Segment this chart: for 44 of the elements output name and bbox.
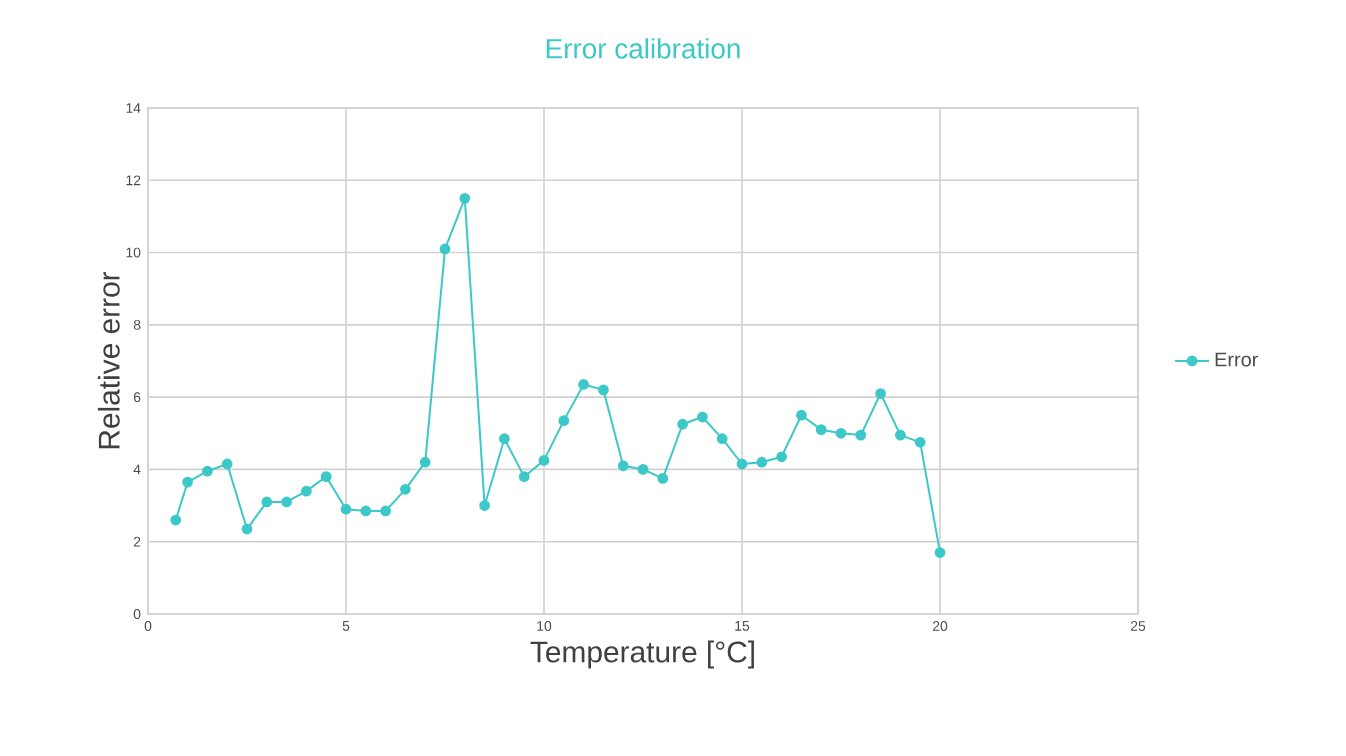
point xyxy=(182,476,193,488)
point xyxy=(855,429,867,441)
point xyxy=(439,243,451,255)
point xyxy=(895,429,906,441)
point xyxy=(170,514,182,526)
point xyxy=(380,505,391,517)
point xyxy=(815,424,827,436)
point xyxy=(914,436,926,448)
point xyxy=(499,433,510,445)
point xyxy=(934,547,946,558)
point xyxy=(340,503,352,515)
y-axis-title: Relative error xyxy=(97,271,120,449)
chart-title: Error calibration xyxy=(546,38,740,59)
point xyxy=(320,471,332,483)
point xyxy=(202,465,213,477)
point xyxy=(281,496,292,508)
point xyxy=(598,384,609,396)
point xyxy=(360,505,372,517)
point xyxy=(776,451,787,463)
point xyxy=(221,458,233,470)
point xyxy=(578,379,589,390)
point xyxy=(400,483,411,495)
point xyxy=(617,460,629,472)
point xyxy=(697,411,708,423)
point xyxy=(518,471,530,483)
point xyxy=(796,409,807,421)
point xyxy=(538,455,550,466)
point xyxy=(875,388,886,399)
x-axis-title: Temperature [°C] xyxy=(530,640,754,669)
point xyxy=(261,496,273,508)
point xyxy=(459,192,471,204)
point xyxy=(301,485,312,497)
point xyxy=(677,418,688,430)
point xyxy=(558,415,570,427)
point xyxy=(736,458,748,470)
point xyxy=(835,427,847,439)
point xyxy=(241,523,253,535)
point xyxy=(756,456,768,468)
point xyxy=(657,473,669,484)
point xyxy=(479,500,490,511)
point xyxy=(637,464,649,475)
point xyxy=(419,456,431,468)
point xyxy=(716,433,728,445)
legend-label: Error xyxy=(1215,352,1259,367)
